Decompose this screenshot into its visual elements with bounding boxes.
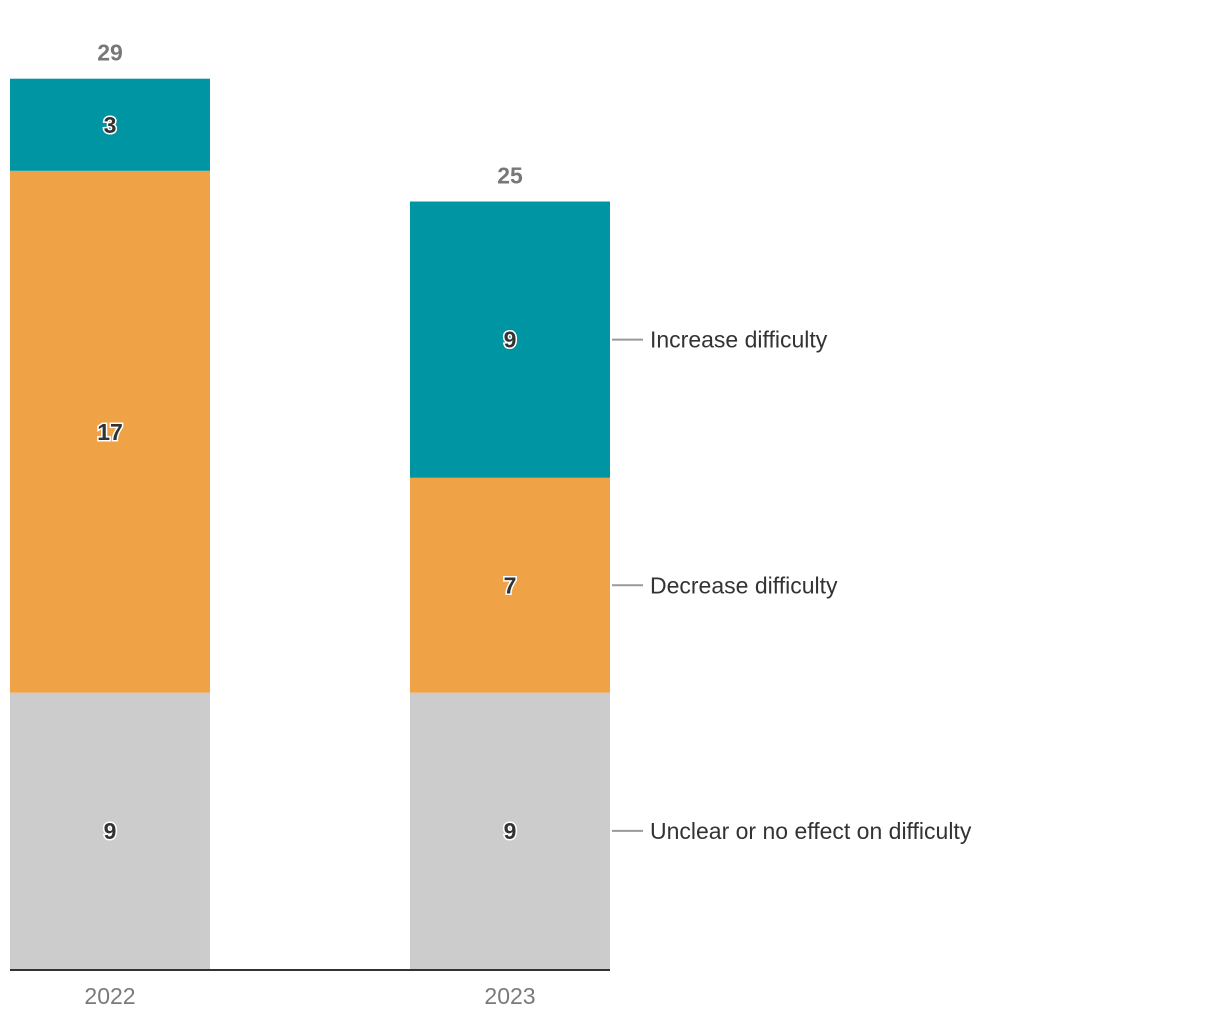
- bar-total-label: 29: [97, 40, 123, 66]
- legend-label: Decrease difficulty: [650, 572, 838, 598]
- x-tick-label: 2023: [484, 983, 535, 1009]
- legend-label: Unclear or no effect on difficulty: [650, 818, 972, 844]
- bar-segment-2023-1: [410, 477, 610, 693]
- legend-group: Unclear or no effect on difficulty Decrea…: [612, 327, 972, 844]
- x-tick-label: 2022: [84, 983, 135, 1009]
- x-tick-labels-group: 2022 2023: [84, 983, 535, 1009]
- segment-value-label: 3: [104, 112, 117, 138]
- segment-value-label: 9: [504, 327, 517, 353]
- bars-group: [10, 78, 610, 969]
- legend-label: Increase difficulty: [650, 327, 828, 353]
- segment-labels-group: 9 17 3 9 7 9: [96, 110, 518, 845]
- bar-segment-2022-2: [10, 78, 210, 171]
- segment-value-label: 17: [97, 419, 123, 445]
- bar-segment-2022-1: [10, 170, 210, 693]
- totals-group: 29 25: [97, 40, 523, 189]
- segment-value-label: 7: [504, 572, 517, 598]
- bar-total-label: 25: [497, 163, 523, 189]
- bar-segment-2022-0: [10, 692, 210, 969]
- segment-value-label: 9: [104, 818, 117, 844]
- bar-segment-2023-0: [410, 692, 610, 969]
- bar-segment-2023-2: [410, 201, 610, 478]
- segment-value-label: 9: [504, 818, 517, 844]
